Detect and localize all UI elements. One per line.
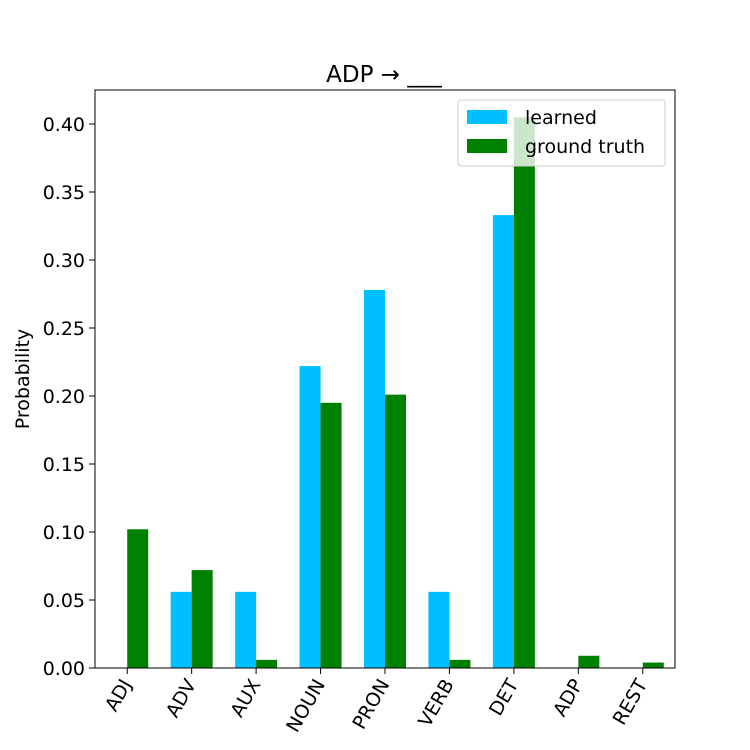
y-tick-label: 0.00: [43, 658, 85, 680]
y-tick-label: 0.05: [43, 590, 85, 612]
y-tick-label: 0.25: [43, 318, 85, 340]
bar-ground-truth-adj: [127, 529, 149, 668]
plot-frame: [94, 89, 676, 669]
bars-group: [127, 117, 664, 668]
x-tick-label-rest: REST: [609, 675, 653, 729]
bar-ground-truth-noun: [320, 402, 342, 668]
legend: learned ground truth: [457, 99, 666, 167]
bar-ground-truth-pron: [385, 394, 406, 668]
x-axis-ticks: ADJ ADV AUX NOUN PRON VERB DET ADP REST: [101, 668, 652, 736]
x-tick-label-adp: ADP: [549, 676, 588, 721]
x-tick-label-adv: ADV: [162, 676, 201, 722]
x-tick-label-aux: AUX: [226, 676, 265, 722]
bar-learned-adv: [170, 591, 192, 668]
bar-ground-truth-adv: [191, 570, 213, 668]
bar-ground-truth-adp: [578, 655, 600, 668]
bar-learned-det: [492, 215, 514, 668]
x-tick-label-det: DET: [485, 675, 523, 719]
y-tick-label: 0.40: [43, 114, 85, 136]
bar-learned-pron: [364, 289, 385, 668]
x-tick-label-adj: ADJ: [101, 676, 137, 716]
x-tick-label-pron: PRON: [348, 676, 394, 734]
bar-ground-truth-verb: [449, 659, 471, 668]
y-axis-ticks: 0.00 0.05 0.10 0.15 0.20 0.25 0.30 0.35 0.40: [43, 114, 95, 680]
bar-learned-noun: [299, 366, 321, 668]
y-tick-label: 0.30: [43, 250, 85, 272]
legend-swatch-ground-truth: [467, 139, 507, 153]
bar-ground-truth-rest: [642, 662, 664, 668]
y-axis-label: Probability: [12, 329, 34, 429]
x-tick-label-verb: VERB: [414, 676, 459, 731]
bar-learned-verb: [428, 591, 450, 668]
y-tick-label: 0.35: [43, 182, 85, 204]
bar-ground-truth-aux: [256, 659, 278, 668]
y-tick-label: 0.10: [43, 522, 85, 544]
legend-box: [457, 99, 666, 167]
legend-swatch-learned: [467, 110, 507, 124]
bar-learned-aux: [235, 591, 257, 668]
legend-label-ground-truth: ground truth: [525, 136, 645, 158]
x-tick-label-noun: NOUN: [282, 676, 330, 737]
y-tick-label: 0.15: [43, 454, 85, 476]
y-tick-label: 0.20: [43, 386, 85, 408]
chart-title: ADP → ___: [326, 62, 442, 88]
legend-label-learned: learned: [525, 107, 597, 129]
bar-ground-truth-det: [513, 117, 535, 668]
